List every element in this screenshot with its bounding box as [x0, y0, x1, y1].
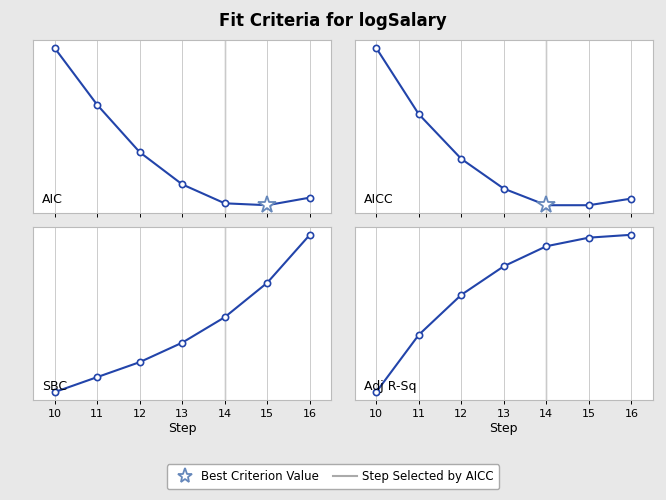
Text: Adj R-Sq: Adj R-Sq: [364, 380, 416, 393]
Legend: Best Criterion Value, Step Selected by AICC: Best Criterion Value, Step Selected by A…: [167, 464, 499, 489]
X-axis label: Step: Step: [490, 422, 518, 435]
Text: AIC: AIC: [42, 193, 63, 206]
Text: Fit Criteria for logSalary: Fit Criteria for logSalary: [219, 12, 447, 30]
X-axis label: Step: Step: [168, 422, 196, 435]
Text: AICC: AICC: [364, 193, 394, 206]
Text: SBC: SBC: [42, 380, 67, 393]
